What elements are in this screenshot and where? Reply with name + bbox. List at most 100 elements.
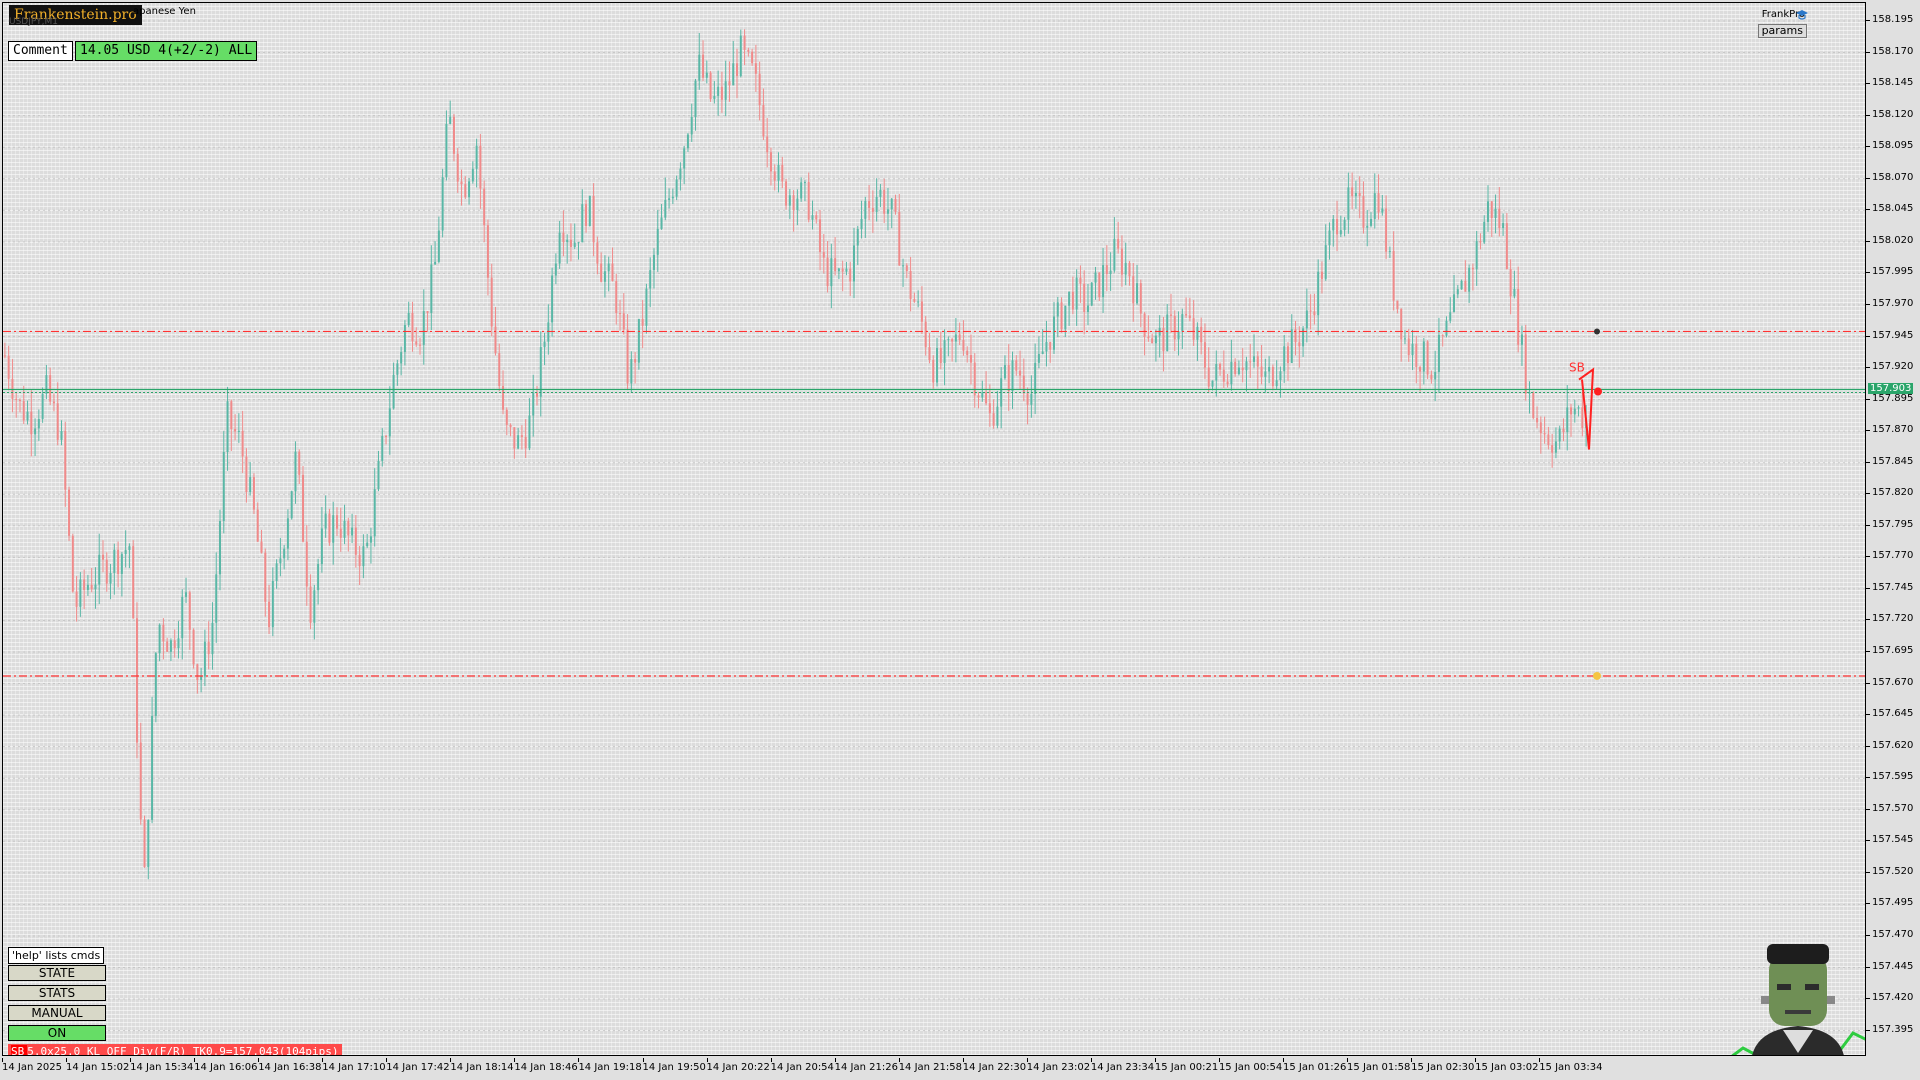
price-label: 157.445 — [1872, 960, 1914, 972]
candle-body — [860, 218, 863, 229]
candle-body — [1358, 192, 1361, 197]
candle-body — [411, 312, 414, 342]
time-tick — [66, 1058, 68, 1062]
candle-body — [573, 242, 576, 247]
price-label: 157.470 — [1872, 928, 1914, 940]
candle-body — [577, 242, 580, 244]
price-tick — [1866, 367, 1870, 369]
candle-body — [1124, 262, 1127, 275]
candle-body — [1366, 225, 1369, 228]
time-label: 14 Jan 18:14 — [450, 1062, 514, 1073]
params-button[interactable]: params — [1757, 24, 1807, 38]
price-label: 157.420 — [1872, 992, 1914, 1004]
candle-body — [381, 435, 384, 461]
candle-body — [920, 301, 923, 322]
time-label: 14 Jan 16:38 — [258, 1062, 322, 1073]
candle-body — [151, 715, 154, 820]
candle-body — [1385, 208, 1388, 252]
candle-body — [120, 554, 123, 574]
candle-body — [539, 347, 542, 397]
candle-body — [430, 264, 433, 313]
candle-body — [1188, 315, 1191, 319]
candle-body — [335, 515, 338, 529]
candle-body — [890, 198, 893, 210]
candle-body — [607, 263, 610, 272]
candle-body — [377, 460, 380, 490]
candle-body — [996, 406, 999, 426]
candle-body — [569, 239, 572, 247]
candle-body — [1139, 283, 1142, 314]
price-label: 157.545 — [1872, 834, 1914, 846]
candle-body — [317, 564, 320, 591]
candle-body — [30, 411, 33, 435]
price-tick — [1866, 934, 1870, 936]
time-label: 15 Jan 03:34 — [1539, 1062, 1603, 1073]
candle-body — [1173, 315, 1176, 340]
candle-body — [868, 201, 871, 208]
stats-button[interactable]: STATS — [8, 985, 106, 1001]
candle-body — [917, 301, 920, 303]
candle-body — [713, 95, 716, 100]
candle-body — [886, 209, 889, 214]
candle-body — [86, 584, 89, 590]
candle-body — [139, 742, 142, 820]
candle-body — [320, 528, 323, 565]
candle-body — [22, 401, 25, 421]
candle-body — [1551, 445, 1554, 453]
manual-button[interactable]: MANUAL — [8, 1005, 106, 1021]
target-icon — [1593, 671, 1601, 680]
candle-body — [1019, 370, 1022, 376]
state-button[interactable]: STATE — [8, 965, 106, 981]
on-button[interactable]: ON — [8, 1025, 106, 1041]
candle-body — [852, 245, 855, 282]
price-tick — [1866, 651, 1870, 652]
candle-body — [894, 198, 897, 212]
frankpro-label: FrankPro — [1761, 9, 1805, 20]
candle-body — [1403, 338, 1406, 340]
candle-body — [1370, 218, 1373, 226]
candle-body — [1373, 193, 1376, 219]
candle-body — [1377, 193, 1380, 213]
candle-body — [294, 451, 297, 492]
candle-body — [1388, 250, 1391, 252]
candle-body — [94, 584, 97, 590]
price-label: 157.570 — [1872, 802, 1914, 814]
candle-body — [71, 535, 74, 592]
candle-body — [154, 653, 157, 716]
price-label: 157.970 — [1872, 297, 1914, 309]
candle-body — [1437, 334, 1440, 373]
candle-body — [162, 624, 165, 642]
time-tick — [834, 1058, 836, 1062]
candle-body — [985, 392, 988, 404]
candle-body — [777, 164, 780, 181]
price-tick — [1866, 83, 1870, 85]
candle-body — [717, 86, 720, 96]
candle-body — [1524, 334, 1527, 394]
price-label: 157.670 — [1872, 676, 1914, 688]
time-label: 14 Jan 21:58 — [898, 1062, 963, 1073]
candle-body — [902, 265, 905, 267]
candle-body — [792, 195, 795, 211]
time-label: 15 Jan 01:26 — [1283, 1062, 1347, 1073]
candle-body — [1109, 270, 1112, 275]
time-label: 14 Jan 16:06 — [194, 1062, 258, 1073]
price-chart[interactable]: SB — [3, 3, 1866, 1056]
price-label: 157.770 — [1872, 550, 1914, 562]
candle-body — [1230, 361, 1233, 385]
candle-body — [1558, 428, 1561, 442]
candle-body — [679, 168, 682, 180]
chart-area[interactable]: SB Frankenstein.pro USDJPY,M1 apanese Ye… — [2, 2, 1866, 1056]
price-label: 157.795 — [1872, 518, 1914, 530]
graduation-cap-icon — [1796, 10, 1808, 20]
sb-marker-label: SB — [1569, 361, 1585, 375]
candle-body — [800, 182, 803, 199]
candle-body — [1120, 248, 1123, 275]
candle-body — [456, 153, 459, 182]
candle-body — [385, 435, 388, 437]
candle-body — [1532, 392, 1535, 418]
candle-body — [1030, 393, 1033, 405]
candle-body — [641, 318, 644, 326]
candle-body — [728, 81, 731, 86]
candle-body — [630, 359, 633, 384]
candle-body — [502, 386, 505, 410]
